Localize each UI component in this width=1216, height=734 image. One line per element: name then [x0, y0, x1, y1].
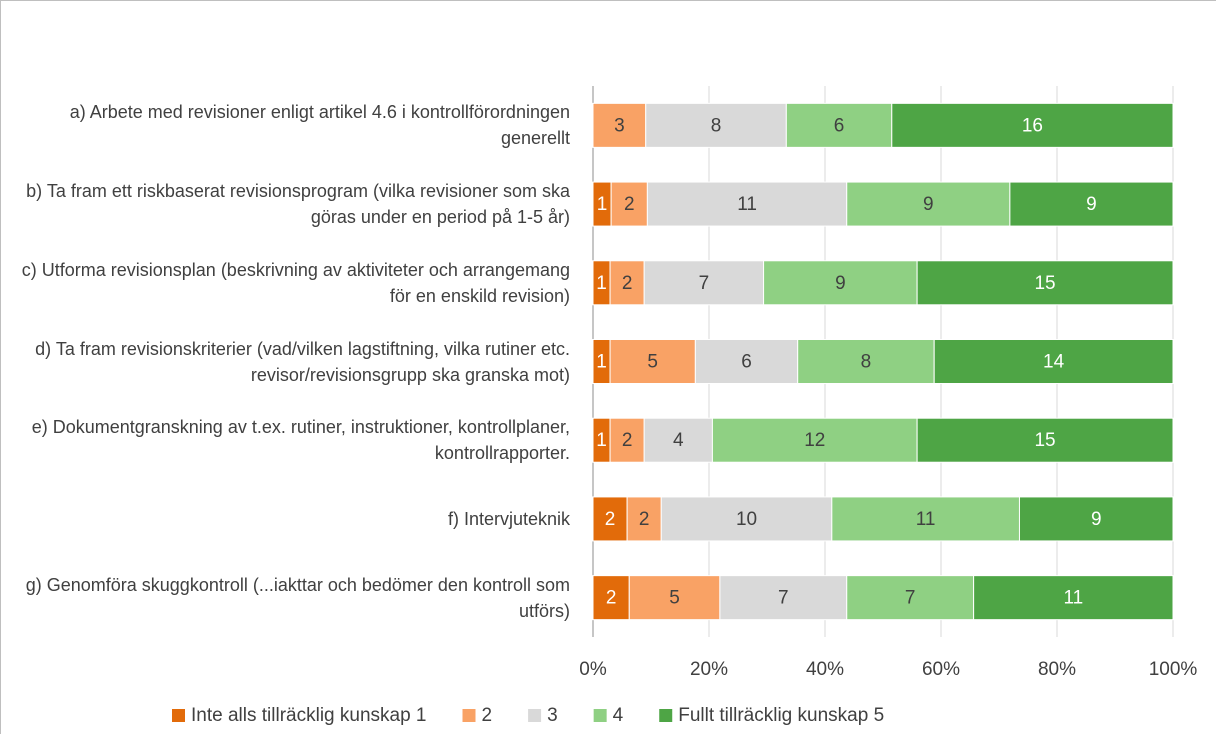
data-label: 9	[1091, 509, 1102, 530]
y-tick-label: g) Genomföra skuggkontroll (...iakttar o…	[25, 574, 570, 621]
x-tick-label: 20%	[690, 659, 728, 680]
bar-segment	[592, 102, 647, 148]
bar-segment	[933, 339, 1174, 384]
bar-segment	[831, 496, 1020, 542]
bar-segment	[609, 260, 645, 306]
data-label: 10	[736, 509, 757, 530]
legend-swatch	[659, 709, 673, 722]
y-tick-label: e) Dokumentgranskning av t.ex. rutiner, …	[31, 417, 570, 464]
bar-segment	[609, 417, 645, 463]
legend-swatch	[528, 709, 542, 722]
data-label: 6	[741, 352, 752, 373]
x-tick-label: 60%	[922, 659, 960, 680]
data-label: 9	[923, 194, 934, 215]
data-label: 15	[1034, 273, 1055, 294]
x-tick-label: 100%	[1149, 659, 1198, 680]
legend-label: 2	[482, 705, 493, 726]
bar-segment	[719, 575, 848, 621]
data-label: 1	[596, 430, 607, 451]
bar-segment	[711, 417, 918, 463]
data-label: 4	[673, 430, 684, 451]
x-tick-label: 0%	[579, 659, 607, 680]
legend-swatch	[593, 709, 607, 722]
bar-segment	[846, 181, 1011, 227]
bar-segment	[646, 181, 848, 227]
data-label: 1	[596, 273, 607, 294]
data-label: 5	[647, 352, 658, 373]
data-label: 8	[861, 352, 872, 373]
y-tick-label: d) Ta fram revisionskriterier (vad/vilke…	[35, 338, 570, 385]
data-label: 2	[606, 588, 617, 609]
data-label: 2	[622, 430, 633, 451]
data-label: 15	[1034, 430, 1055, 451]
bar-segment	[694, 339, 799, 384]
data-label: 7	[778, 588, 789, 609]
data-label: 2	[622, 273, 633, 294]
data-label: 7	[905, 588, 916, 609]
data-label: 12	[804, 430, 825, 451]
bar-segment	[645, 102, 787, 148]
bar-segment	[660, 496, 833, 542]
y-tick-label: f) Intervjuteknik	[447, 508, 570, 529]
legend-label: 3	[547, 705, 558, 726]
legend-label: Fullt tillräcklig kunskap 5	[678, 705, 884, 726]
data-label: 8	[711, 115, 722, 136]
data-label: 9	[835, 273, 846, 294]
data-label: 7	[699, 273, 710, 294]
legend-swatch	[172, 709, 185, 722]
data-label: 11	[1063, 588, 1083, 609]
bar-segment	[916, 260, 1174, 306]
y-tick-label: a) Arbete med revisioner enligt artikel …	[69, 102, 570, 149]
bar-segment	[846, 575, 975, 621]
bar-segment	[916, 417, 1174, 463]
y-tick-label: c) Utforma revisionsplan (beskrivning av…	[21, 259, 570, 306]
x-tick-label: 40%	[806, 659, 844, 680]
data-label: 11	[916, 509, 936, 530]
legend-swatch	[462, 709, 476, 722]
bar-segment	[1018, 496, 1174, 542]
bar-segment	[973, 575, 1174, 621]
bar-segment	[891, 102, 1174, 148]
bar-segment	[628, 575, 721, 621]
bar-segment	[609, 339, 696, 384]
data-label: 14	[1043, 352, 1065, 373]
bar-segment	[592, 496, 628, 542]
data-label: 16	[1022, 115, 1043, 136]
bar-segment	[763, 260, 918, 306]
legend-label: Inte alls tillräcklig kunskap 1	[191, 705, 427, 726]
bar-segment	[1009, 181, 1174, 227]
data-label: 1	[597, 194, 608, 215]
data-label: 9	[1086, 194, 1097, 215]
x-tick-label: 80%	[1038, 659, 1076, 680]
data-label: 2	[639, 509, 650, 530]
bar-segment	[592, 575, 630, 621]
data-label: 11	[737, 194, 757, 215]
data-label: 6	[834, 115, 845, 136]
data-label: 1	[596, 352, 607, 373]
y-tick-label: b) Ta fram ett riskbaserat revisionsprog…	[26, 181, 570, 228]
data-label: 3	[614, 115, 625, 136]
legend-label: 4	[613, 705, 624, 726]
data-label: 5	[669, 588, 680, 609]
bar-segment	[610, 181, 648, 227]
data-label: 2	[624, 194, 635, 215]
data-label: 2	[605, 509, 616, 530]
